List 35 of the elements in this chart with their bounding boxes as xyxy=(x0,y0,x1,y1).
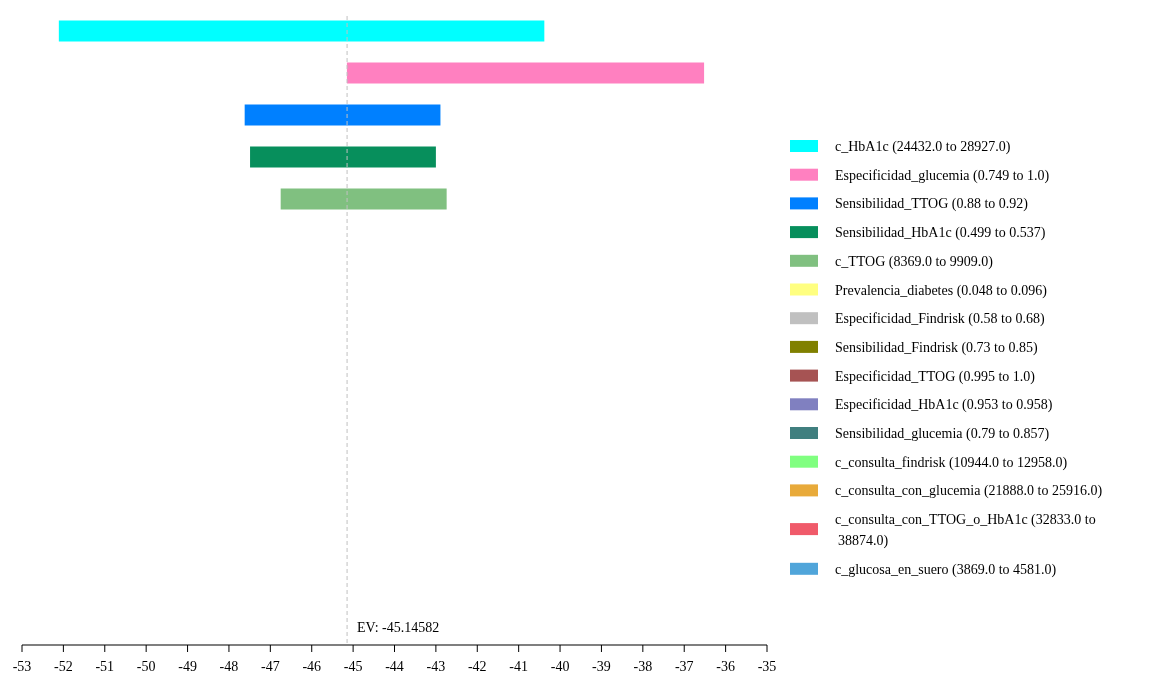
x-tick-label: -36 xyxy=(716,659,735,674)
legend-label: Especificidad_Findrisk (0.58 to 0.68) xyxy=(835,311,1045,328)
legend-label: c_consulta_con_TTOG_o_HbA1c (32833.0 to 38874.0) xyxy=(835,512,1096,550)
x-tick-label: -48 xyxy=(219,659,239,674)
legend-label: c_HbA1c (24432.0 to 28927.0) xyxy=(835,139,1011,155)
x-tick-label: -46 xyxy=(302,659,322,674)
legend-label: c_consulta_findrisk (10944.0 to 12958.0) xyxy=(835,454,1068,471)
legend-label: c_consulta_con_glucemia (21888.0 to 25916.0) xyxy=(835,483,1103,500)
legend-label: Especificidad_TTOG (0.995 to 1.0) xyxy=(835,368,1036,385)
legend-label: Sensibilidad_Findrisk (0.73 to 0.85) xyxy=(835,339,1038,356)
legend-label: Especificidad_glucemia (0.749 to 1.0) xyxy=(835,167,1050,184)
x-tick-label: -43 xyxy=(426,659,446,674)
legend-label: c_glucosa_en_suero (3869.0 to 4581.0) xyxy=(835,561,1057,578)
x-tick-label: -40 xyxy=(550,659,570,674)
legend-label: Sensibilidad_TTOG (0.88 to 0.92) xyxy=(835,196,1029,213)
legend-label: Especificidad_HbA1c (0.953 to 0.958) xyxy=(835,397,1053,414)
legend-label: c_TTOG (8369.0 to 9909.0) xyxy=(835,253,994,270)
x-tick-label: -37 xyxy=(674,659,694,674)
x-tick-label: -53 xyxy=(12,659,32,674)
x-tick-label: -47 xyxy=(261,659,280,674)
x-tick-label: -50 xyxy=(136,659,156,674)
legend-label: Prevalencia_diabetes (0.048 to 0.096) xyxy=(835,282,1048,299)
x-tick-label: -41 xyxy=(509,659,528,674)
legend-label: Sensibilidad_HbA1c (0.499 to 0.537) xyxy=(835,225,1046,242)
x-tick-label: -35 xyxy=(757,659,777,674)
ref-line-label: EV: -45.14582 xyxy=(357,620,440,635)
x-tick-label: -42 xyxy=(467,659,487,674)
x-tick-label: -38 xyxy=(633,659,653,674)
x-tick-label: -49 xyxy=(178,659,197,674)
x-tick-label: -51 xyxy=(95,659,115,674)
x-tick-label: -52 xyxy=(54,659,73,674)
legend-label: Sensibilidad_glucemia (0.79 to 0.857) xyxy=(835,426,1050,442)
x-tick-label: -45 xyxy=(343,659,363,674)
x-tick-label: -44 xyxy=(385,659,404,674)
x-tick-label: -39 xyxy=(592,659,611,674)
